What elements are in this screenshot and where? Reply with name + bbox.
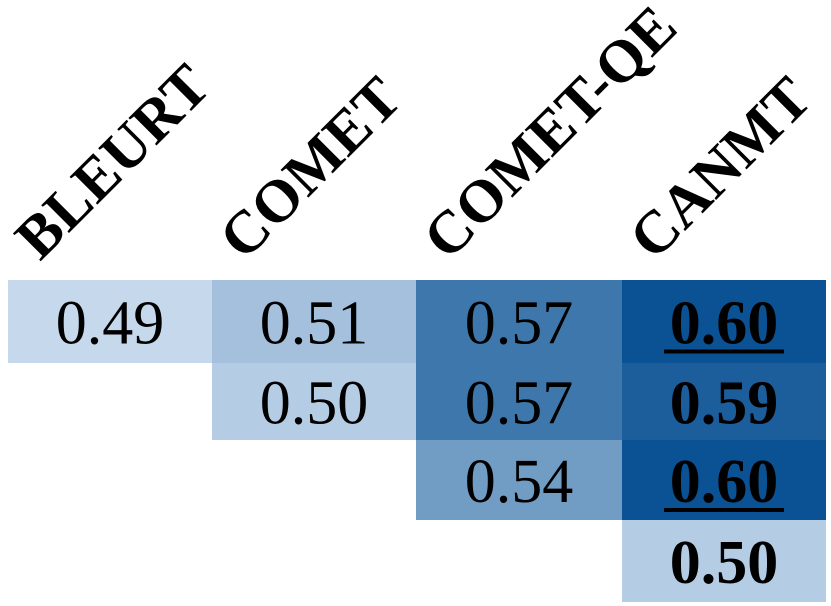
heatmap-cell — [212, 280, 416, 363]
column-header-bleurt: BLEURT — [3, 52, 223, 272]
heatmap-cell — [416, 440, 622, 520]
cell-value-label: 0.54 — [465, 448, 574, 516]
cell-value-label: 0.59 — [670, 370, 779, 438]
cell-value-label: 0.49 — [56, 290, 165, 358]
column-header-comet: COMET — [207, 64, 414, 271]
heatmap-cell — [416, 280, 622, 363]
cell-value-label: 0.51 — [260, 290, 369, 358]
heatmap-cell — [212, 363, 416, 440]
heatmap-cell — [416, 363, 622, 440]
cell-value-label: 0.57 — [465, 290, 574, 358]
heatmap-cell — [622, 520, 826, 602]
cell-value-label: 0.50 — [260, 370, 369, 438]
cell-value-label: 0.57 — [465, 370, 574, 438]
heatmap-cell — [622, 363, 826, 440]
heatmap-cells: 0.49 0.51 0.57 0.60 0.50 0.57 0.59 0.54 0.60 0.50 — [8, 280, 826, 602]
column-header-canmt: CANMT — [617, 64, 824, 271]
heatmap-cell — [622, 440, 826, 520]
cell-value-label: 0.50 — [670, 529, 779, 597]
cell-value-label: 0.60 — [670, 448, 779, 516]
heatmap-cell — [8, 280, 212, 363]
cell-value-label: 0.60 — [670, 290, 779, 358]
heatmap-cell — [622, 280, 826, 363]
